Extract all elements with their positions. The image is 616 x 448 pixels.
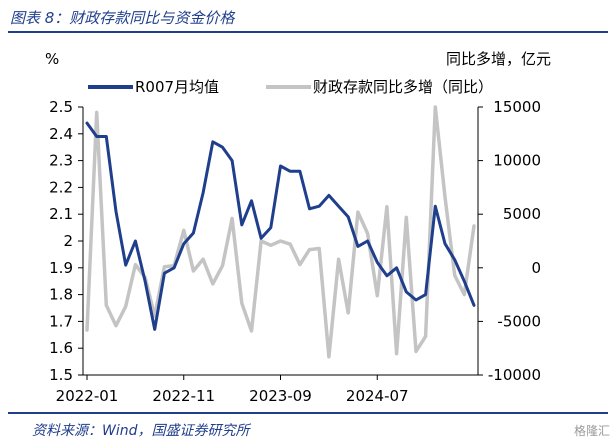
y-left-tick-label: 2: [63, 232, 73, 250]
y-left-tick-label: 1.6: [49, 339, 73, 357]
y-left-tick-label: 1.9: [49, 259, 73, 277]
series-line-r007: [85, 121, 476, 331]
y-left-tick-label: 1.5: [49, 366, 73, 384]
y-left-tick-label: 1.8: [49, 286, 73, 304]
y-left-tick-label: 2.3: [49, 152, 73, 170]
y-right-tick-label: 0: [531, 259, 541, 277]
series-group: [85, 105, 476, 359]
x-tick-label: 2022-01: [56, 387, 119, 405]
title-rule: [8, 31, 608, 33]
y-right-tick-label: 10000: [493, 152, 541, 170]
y-right-tick-label: -5000: [497, 312, 541, 330]
series-line-fiscal-deposits: [85, 105, 476, 359]
x-tick-label: 2024-07: [346, 387, 409, 405]
y-right-tick-label: 15000: [493, 98, 541, 116]
y-left-ticks: 1.5 1.6 1.7 1.8 1.9 2 2.1 2.2 2.3 2.4 2.5: [49, 98, 83, 384]
figure-title: 图表 8：财政存款同比与资金价格: [10, 9, 235, 27]
watermark: 格隆汇: [573, 424, 610, 438]
y-right-tick-label: 5000: [503, 205, 541, 223]
y-left-tick-label: 2.2: [49, 178, 73, 196]
x-ticks: 2022-01 2022-11 2023-09 2024-07: [56, 375, 409, 405]
y-right-tick-label: -10000: [488, 366, 541, 384]
right-unit-label: 同比多增，亿元: [446, 50, 551, 68]
legend: R007月均值 财政存款同比多增（同比）: [88, 78, 493, 96]
legend-label-r007: R007月均值: [135, 78, 219, 96]
y-left-tick-label: 2.1: [49, 205, 73, 223]
y-left-tick-label: 1.7: [49, 312, 73, 330]
source-rule: [8, 412, 608, 414]
y-left-tick-label: 2.4: [49, 125, 73, 143]
source-note: 资料来源：Wind，国盛证券研究所: [32, 423, 250, 439]
legend-label-fiscal: 财政存款同比多增（同比）: [313, 78, 493, 96]
y-left-tick-label: 2.5: [49, 98, 73, 116]
x-tick-label: 2022-11: [152, 387, 215, 405]
left-unit-label: %: [45, 50, 59, 68]
y-right-ticks: -10000 -5000 0 5000 10000 15000: [478, 98, 541, 384]
x-tick-label: 2023-09: [249, 387, 312, 405]
